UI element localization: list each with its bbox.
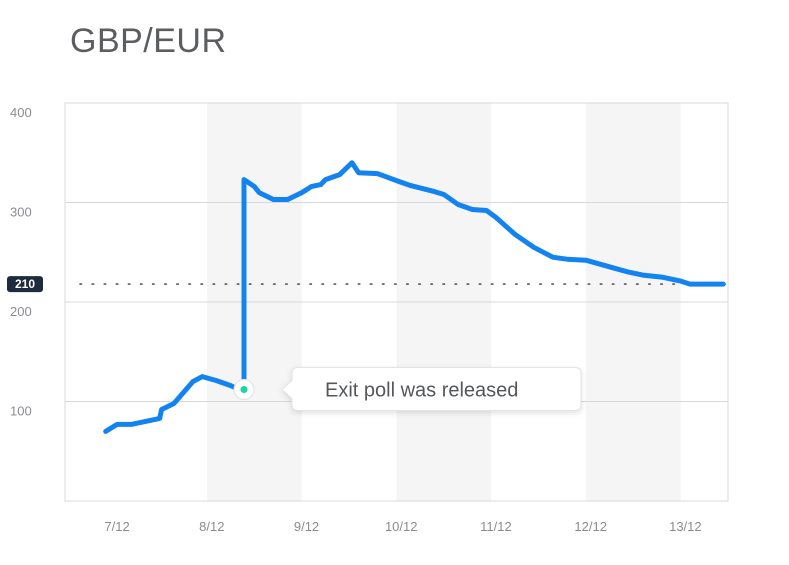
x-tick-label: 7/12 (104, 519, 129, 534)
x-tick-label: 8/12 (199, 519, 224, 534)
x-tick-label: 11/12 (480, 519, 512, 534)
event-marker-dot[interactable] (240, 386, 248, 394)
x-tick-label: 10/12 (385, 519, 418, 534)
annotation-callout: Exit poll was released (233, 367, 582, 412)
reference-badge (7, 276, 43, 293)
chart-title: GBP/EUR (70, 22, 227, 60)
y-axis-ticks: 100 200 300 400 (10, 105, 32, 419)
y-tick-label: 100 (10, 404, 32, 419)
reference-line-group: 210 (7, 276, 729, 293)
x-axis-ticks: 7/12 8/12 9/12 10/12 11/12 12/12 13/12 (104, 519, 701, 534)
series-group (103, 160, 726, 434)
x-tick-label: 9/12 (294, 519, 319, 534)
x-tick-label: 13/12 (669, 519, 702, 534)
plot-frame (64, 102, 729, 502)
x-tick-label: 12/12 (574, 519, 607, 534)
y-tick-label: 300 (10, 205, 32, 220)
y-tick-label: 200 (10, 304, 32, 319)
y-tick-label: 400 (10, 105, 32, 120)
series-line-1 (103, 160, 726, 434)
reference-label: 210 (15, 277, 35, 291)
annotation-bubble (281, 367, 582, 412)
annotation-text: Exit poll was released (325, 380, 518, 402)
